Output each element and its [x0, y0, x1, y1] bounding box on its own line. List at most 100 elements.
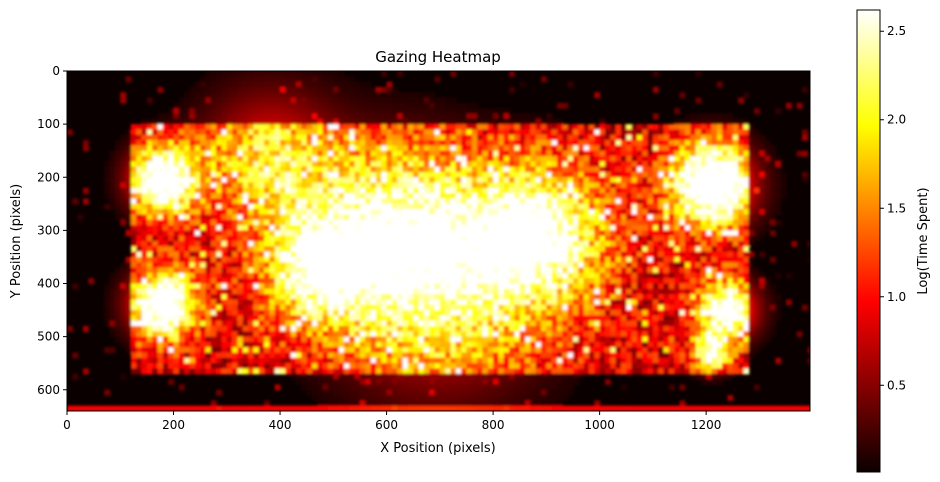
heatmap-cell [359, 230, 366, 237]
heatmap-cell [445, 203, 452, 210]
heatmap-cell [317, 294, 324, 301]
heatmap-cell [322, 156, 329, 162]
heatmap-cell [285, 299, 292, 306]
heatmap-cell [381, 203, 388, 210]
heatmap-cell [684, 256, 691, 263]
heatmap-cell [700, 235, 707, 242]
heatmap-cell [397, 235, 404, 242]
heatmap-cell [200, 97, 207, 104]
heatmap-cell [130, 198, 137, 205]
heatmap-cell [136, 251, 143, 258]
heatmap-cell [413, 272, 420, 279]
heatmap-cell [663, 203, 670, 210]
heatmap-cell [679, 209, 686, 216]
heatmap-cell [189, 235, 196, 242]
heatmap-cell [450, 177, 457, 184]
heatmap-cell [487, 145, 494, 152]
heatmap-cell [610, 134, 617, 141]
heatmap-cell [232, 230, 239, 237]
heatmap-cell [349, 283, 356, 290]
heatmap-cell [445, 294, 452, 301]
heatmap-cell [248, 76, 254, 83]
heatmap-cell [338, 134, 345, 141]
heatmap-cell [471, 203, 478, 210]
heatmap-cell [615, 193, 622, 200]
heatmap-cell [509, 129, 515, 136]
heatmap-cell [407, 97, 414, 104]
heatmap-cell [461, 230, 468, 237]
heatmap-cell [599, 267, 606, 274]
heatmap-cell [354, 310, 361, 316]
heatmap-cell [285, 118, 292, 125]
heatmap-cell [184, 187, 191, 194]
heatmap-cell [391, 294, 398, 301]
heatmap-cell [365, 209, 372, 216]
heatmap-cell [402, 108, 409, 115]
heatmap-cell [695, 272, 702, 279]
heatmap-cell [184, 310, 191, 316]
heatmap-cell [487, 171, 494, 178]
heatmap-cell [754, 283, 760, 290]
heatmap-cell [658, 145, 665, 152]
heatmap-cell [652, 251, 659, 258]
heatmap-cell [450, 150, 457, 157]
heatmap-cell [200, 198, 207, 205]
heatmap-cell [226, 198, 233, 205]
heatmap-cell [269, 71, 276, 77]
heatmap-cell [173, 304, 180, 311]
heatmap-cell [636, 304, 643, 311]
heatmap-cell [397, 294, 404, 301]
heatmap-cell [296, 161, 302, 168]
heatmap-cell [546, 145, 553, 152]
heatmap-cell [114, 294, 121, 301]
heatmap-cell [173, 230, 180, 237]
heatmap-cell [668, 140, 675, 146]
heatmap-cell [572, 299, 579, 306]
heatmap-cell [711, 267, 718, 274]
heatmap-cell [210, 262, 217, 269]
heatmap-cell [359, 86, 366, 93]
heatmap-cell [652, 241, 659, 247]
heatmap-cell [551, 294, 558, 301]
heatmap-cell [668, 262, 675, 269]
heatmap-cell [423, 214, 430, 221]
heatmap-cell [125, 256, 132, 263]
heatmap-cell [242, 209, 249, 216]
heatmap-cell [338, 76, 345, 83]
heatmap-cell [338, 182, 345, 189]
heatmap-cell [168, 171, 175, 178]
heatmap-cell [700, 156, 707, 162]
heatmap-cell [125, 304, 132, 311]
heatmap-cell [264, 129, 270, 136]
heatmap-cell [567, 251, 574, 258]
heatmap-cell [152, 198, 159, 205]
heatmap-cell [546, 299, 553, 306]
heatmap-cell [530, 187, 537, 194]
heatmap-cell [322, 161, 329, 168]
heatmap-cell [152, 161, 159, 168]
heatmap-cell [509, 156, 515, 162]
heatmap-cell [104, 177, 111, 184]
heatmap-cell [125, 198, 132, 205]
heatmap-cell [418, 310, 425, 316]
heatmap-cell [541, 235, 547, 242]
heatmap-cell [354, 304, 361, 311]
heatmap-cell [466, 278, 473, 285]
heatmap-cell [136, 171, 143, 178]
heatmap-cell [253, 267, 260, 274]
heatmap-cell [493, 171, 500, 178]
heatmap-cell [668, 182, 675, 189]
heatmap-cell [759, 193, 766, 200]
heatmap-cell [354, 177, 361, 184]
heatmap-cell [727, 230, 734, 237]
heatmap-cell [290, 214, 297, 221]
heatmap-cell [445, 177, 452, 184]
heatmap-cell [610, 272, 617, 279]
heatmap-cell [599, 198, 606, 205]
heatmap-cell [647, 177, 654, 184]
heatmap-cell [296, 156, 302, 162]
heatmap-cell [461, 304, 468, 311]
heatmap-cell [296, 124, 302, 131]
heatmap-cell [258, 235, 265, 242]
heatmap-cell [280, 156, 286, 162]
